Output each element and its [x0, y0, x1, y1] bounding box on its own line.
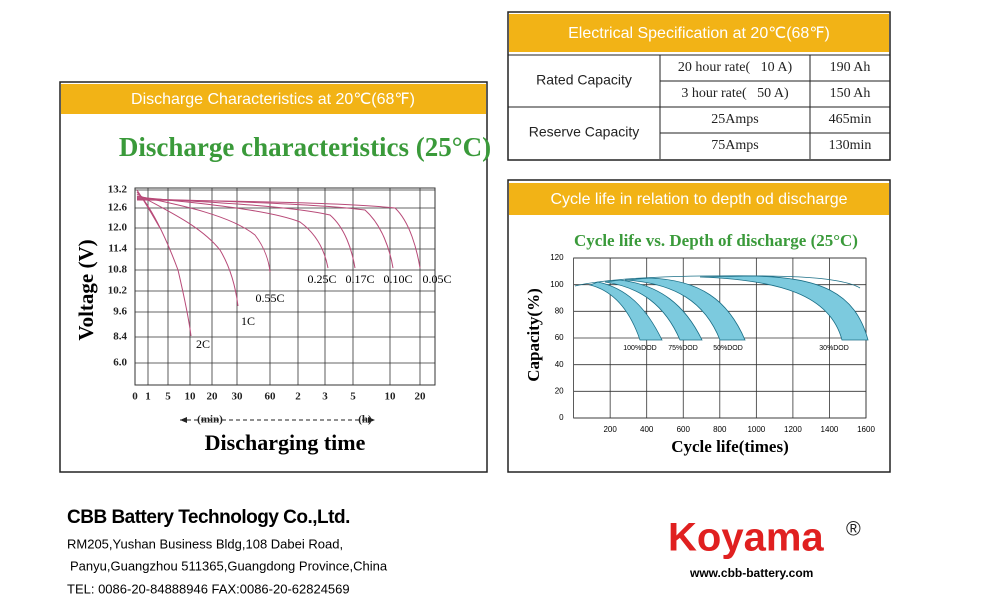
address-line: Panyu,Guangzhou 511365,Guangdong Provinc… — [70, 558, 388, 573]
y-tick-label: 20 — [555, 386, 564, 395]
website: www.cbb-battery.com — [689, 566, 813, 580]
curve — [136, 199, 421, 269]
x-tick-label: 800 — [713, 425, 727, 434]
panel-frame — [507, 179, 891, 473]
x-tick-label: 200 — [603, 425, 617, 434]
cell: 25Amps — [711, 112, 758, 127]
top-curve — [574, 275, 861, 289]
row-name: Reserve Capacity — [529, 124, 640, 140]
y-tick-label: 10.8 — [108, 264, 128, 276]
cycle-bands — [574, 275, 869, 341]
panel-frame — [59, 81, 488, 473]
curve-label: 0.25C — [307, 272, 336, 286]
curve-label: 0.55C — [255, 291, 284, 305]
curve — [136, 193, 239, 307]
curve-label: 0.05C — [422, 272, 451, 286]
cell: 20 hour rate( 10 A) — [678, 60, 793, 75]
curve — [136, 191, 192, 337]
x-axis-label: Discharging time — [205, 430, 366, 455]
curve — [136, 195, 271, 273]
curve-label: 30%DOD — [819, 345, 849, 352]
x-tick-label: 3 — [322, 391, 328, 403]
x-tick-label: 1 — [145, 391, 151, 403]
panel-header — [61, 84, 486, 114]
x-tick-label: 600 — [677, 425, 691, 434]
x-tick-label: 1200 — [784, 425, 802, 434]
contact-line: TEL: 0086-20-84888946 FAX:0086-20-628245… — [67, 581, 350, 596]
row-name: Rated Capacity — [536, 72, 632, 88]
band — [624, 277, 746, 341]
address-line: RM205,Yushan Business Bldg,108 Dabei Roa… — [67, 536, 343, 551]
x-tick-label: 10 — [185, 391, 197, 403]
curve — [136, 196, 329, 269]
y-tick-label: 60 — [555, 333, 564, 342]
curve — [136, 189, 161, 229]
x-tick-label: 1400 — [821, 425, 839, 434]
x-tick-label: 5 — [350, 391, 356, 403]
x-tick-label: 5 — [165, 391, 171, 403]
table-title: Electrical Specification at 20℃(68℉) — [568, 25, 830, 42]
curve-label: 0.17C — [345, 272, 374, 286]
y-tick-label: 11.4 — [108, 243, 127, 255]
x-tick-label: 60 — [265, 391, 277, 403]
cell: 75Amps — [711, 138, 758, 153]
curve-label: 100%DOD — [623, 345, 656, 352]
y-tick-label: 0 — [559, 413, 564, 422]
x-tick-label: 1000 — [747, 425, 765, 434]
y-tick-label: 12.0 — [108, 222, 128, 234]
cell: 3 hour rate( 50 A) — [681, 86, 789, 101]
table-header — [509, 14, 889, 52]
y-tick-label: 40 — [555, 360, 564, 369]
y-tick-label: 80 — [555, 306, 564, 315]
chart-title: Cycle life vs. Depth of discharge (25°C) — [574, 231, 858, 250]
x-tick-label: 400 — [640, 425, 654, 434]
curve-label: 75%DOD — [668, 345, 698, 352]
y-tick-label: 9.6 — [113, 306, 127, 318]
cell: 130min — [829, 138, 872, 153]
y-tick-label: 13.2 — [108, 184, 128, 196]
cell: 465min — [829, 112, 872, 127]
company-name: CBB Battery Technology Co.,Ltd. — [67, 507, 350, 528]
x-tick-label: 0 — [132, 391, 138, 403]
brand-mark: ® — [846, 518, 861, 540]
y-tick-label: 6.0 — [113, 357, 127, 369]
x-tick-label: 30 — [232, 391, 244, 403]
x-tick-label: 2 — [295, 391, 301, 403]
x-tick-label: 1600 — [857, 425, 875, 434]
spec-table: Rated Capacity 20 hour rate( 10 A) 190 Ah 3… — [508, 54, 890, 159]
y-axis-label: Capacity(%) — [524, 288, 543, 381]
x-tick-label: 20 — [207, 391, 219, 403]
chart-title: Discharge characteristics (25°C) — [119, 132, 491, 162]
section-header: Cycle life in relation to depth od disch… — [550, 191, 847, 208]
y-tick-label: 12.6 — [108, 202, 128, 214]
cycle-grid: 0 20 40 60 80 100 120 200 400 600 800 1000 1200 1400 1… — [550, 253, 875, 434]
panel-header — [509, 183, 889, 215]
band — [604, 279, 703, 341]
cell: 150 Ah — [830, 86, 871, 101]
y-tick-label: 8.4 — [113, 331, 127, 343]
discharge-curves — [136, 189, 421, 337]
y-tick-label: 100 — [550, 280, 564, 289]
y-tick-label: 10.2 — [108, 285, 128, 297]
band — [588, 281, 663, 341]
section-header: Discharge Characteristics at 20℃(68℉) — [131, 91, 415, 108]
curve-label: 1C — [241, 314, 255, 328]
x-tick-label: 10 — [385, 391, 397, 403]
curve-label: 2C — [196, 337, 210, 351]
brand: Koyama — [668, 516, 824, 560]
x-axis-label: Cycle life(times) — [671, 437, 789, 456]
curve-label: 50%DOD — [713, 345, 743, 352]
x-tick-label: 20 — [415, 391, 427, 403]
cell: 190 Ah — [830, 60, 871, 75]
y-axis-label: Voltage (V) — [74, 239, 98, 340]
band — [699, 275, 869, 341]
curve-label: 0.10C — [383, 272, 412, 286]
y-tick-label: 120 — [550, 253, 564, 262]
